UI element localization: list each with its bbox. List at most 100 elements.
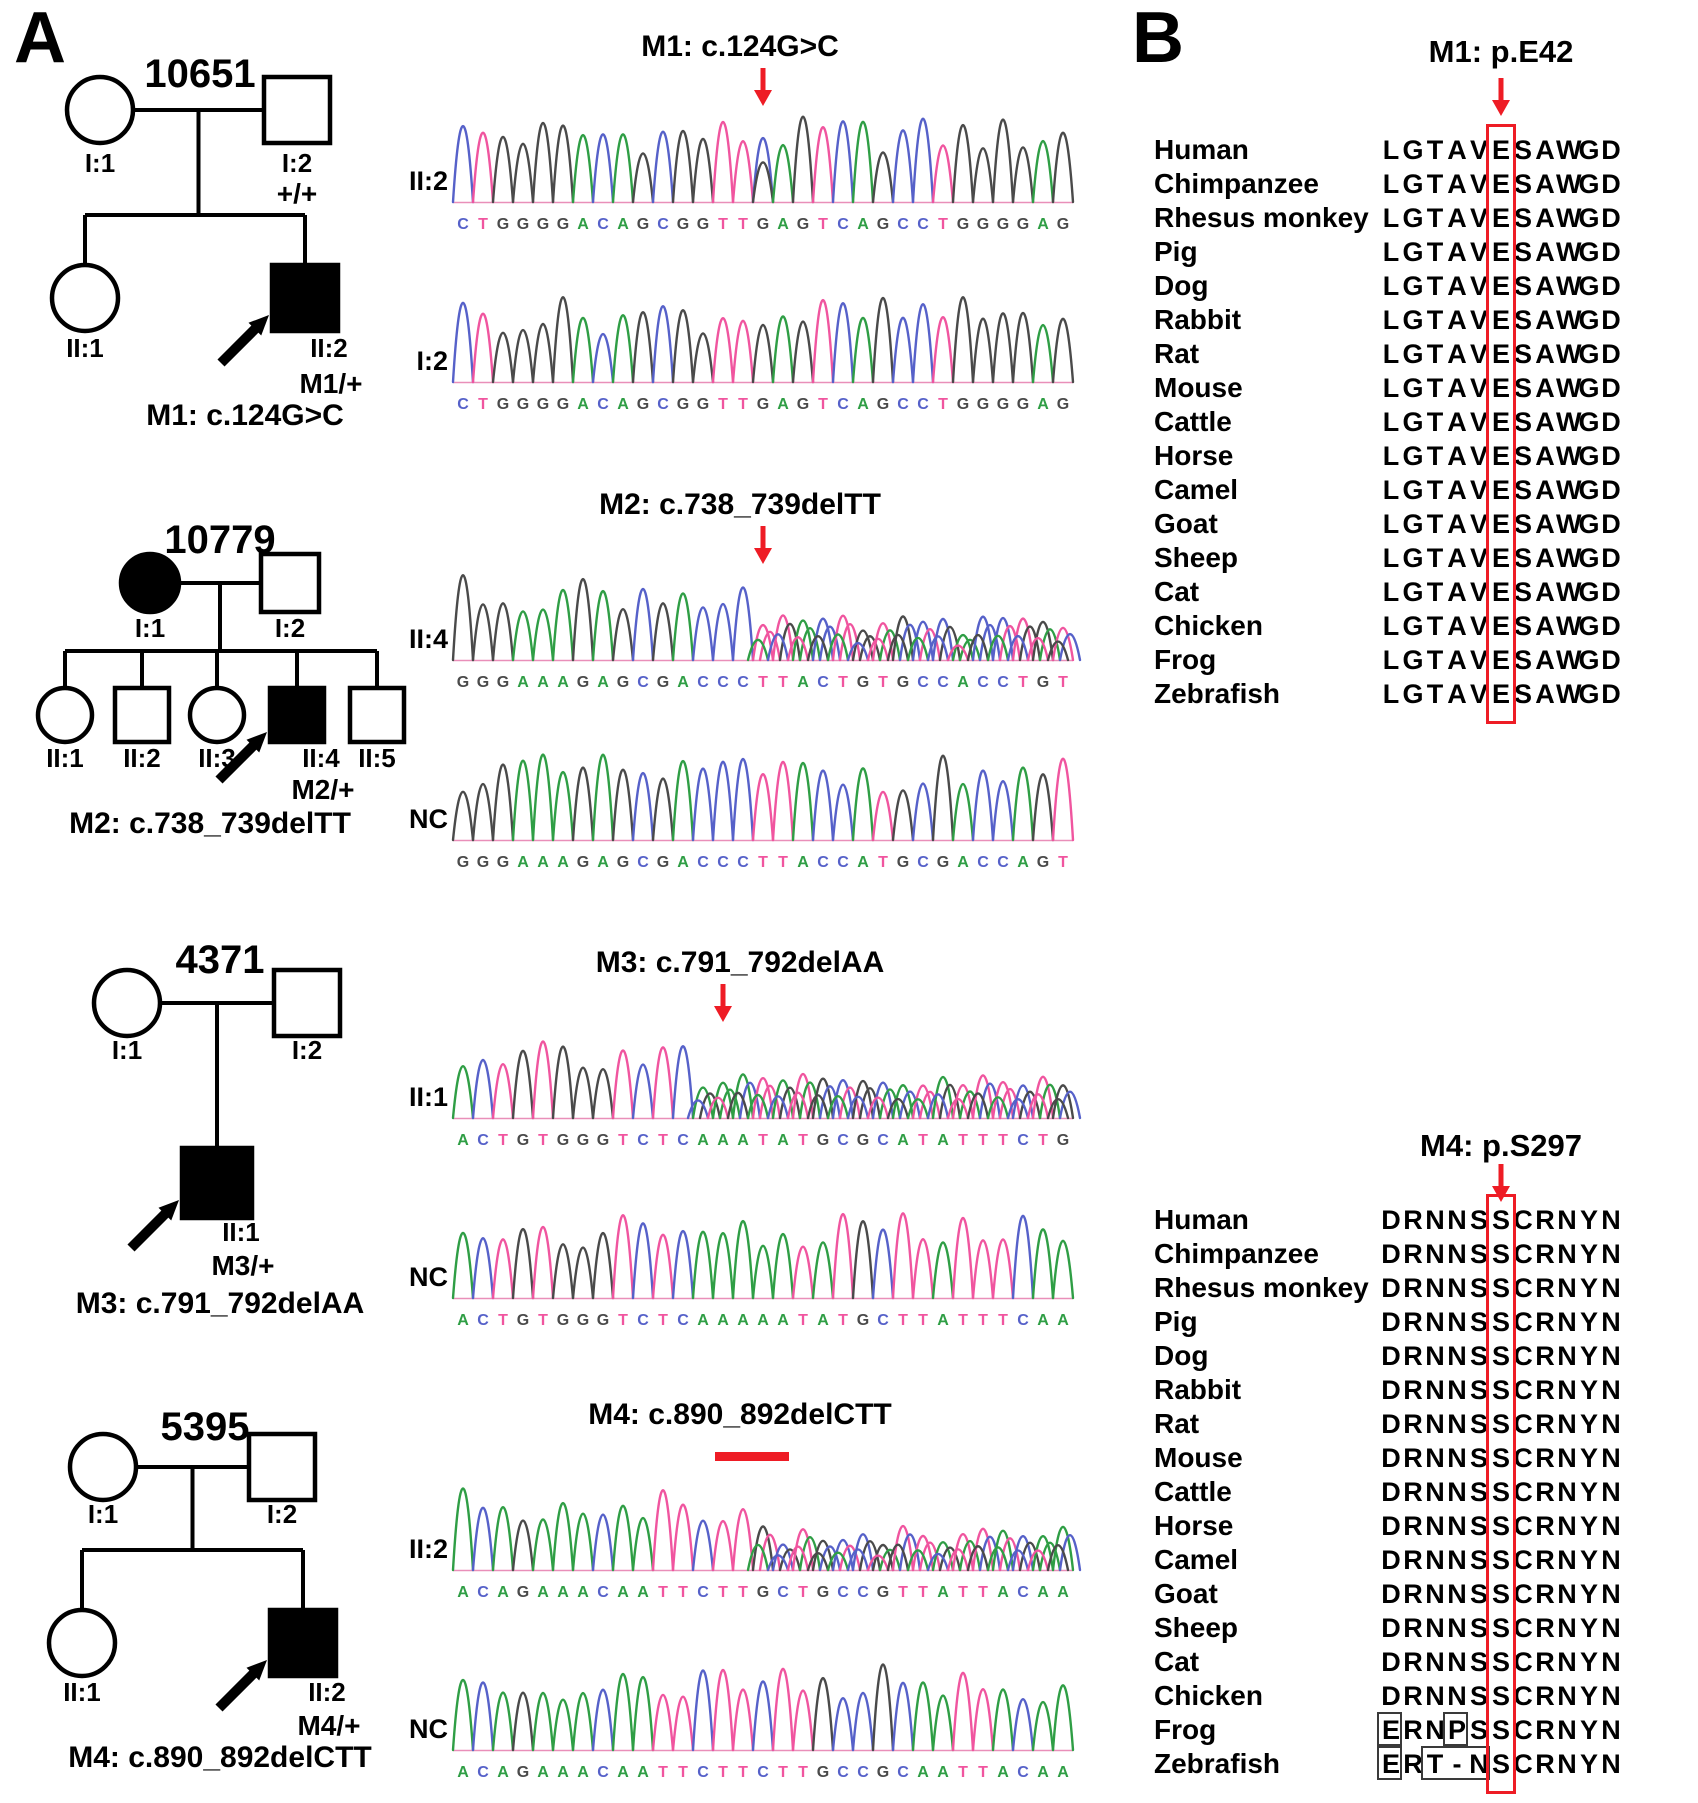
base-letter: C xyxy=(737,674,749,691)
base-letter: C xyxy=(777,1584,789,1601)
trace-peak xyxy=(551,124,575,204)
residue: W xyxy=(1556,271,1582,301)
residue: A xyxy=(1535,577,1555,607)
residue: S xyxy=(1469,1579,1488,1609)
residue: S xyxy=(1513,611,1532,641)
trace-peak xyxy=(911,1681,935,1752)
base-letter: C xyxy=(837,1132,849,1149)
residue: Y xyxy=(1579,1715,1598,1745)
residue: S xyxy=(1469,1545,1488,1575)
trace-peak xyxy=(811,126,835,204)
trace-peak xyxy=(591,332,615,384)
residue: V xyxy=(1469,441,1488,471)
residue: N xyxy=(1601,1375,1621,1405)
trace-peak xyxy=(778,1548,802,1572)
trace-peak xyxy=(698,1092,722,1120)
residue: Y xyxy=(1579,1341,1598,1371)
trace-peak xyxy=(771,1667,795,1752)
base-letter: C xyxy=(657,216,669,233)
residue: N xyxy=(1601,1443,1621,1473)
base-letter: T xyxy=(878,674,888,691)
residue: E xyxy=(1491,169,1510,199)
residue: S xyxy=(1469,1715,1488,1745)
base-letter: A xyxy=(937,1584,949,1601)
residue: Y xyxy=(1579,1273,1598,1303)
residue: C xyxy=(1513,1477,1533,1507)
member-label: I:1 xyxy=(88,1499,118,1529)
residue: A xyxy=(1535,441,1555,471)
residue: S xyxy=(1491,1341,1510,1371)
residue: G xyxy=(1402,645,1424,675)
trace-peak xyxy=(1058,1090,1082,1120)
base-letter: C xyxy=(917,854,929,871)
residue: D xyxy=(1601,645,1621,675)
difference-outline-box xyxy=(1443,1712,1468,1746)
residue: S xyxy=(1491,1681,1510,1711)
base-letter: G xyxy=(556,216,570,233)
base-letter: A xyxy=(1037,216,1049,233)
base-letter: C xyxy=(1017,1584,1029,1601)
residue: G xyxy=(1402,679,1424,709)
pedigree-symbol-I:1 xyxy=(67,1431,139,1503)
trace-peak xyxy=(611,1213,635,1300)
base-letter: A xyxy=(1057,1584,1069,1601)
base-letter: C xyxy=(677,1312,689,1329)
base-letter: T xyxy=(778,1764,788,1781)
residue: T xyxy=(1426,679,1444,709)
trace-peak xyxy=(811,298,835,384)
trace-peak xyxy=(651,777,675,842)
residue: R xyxy=(1535,1613,1555,1643)
residue: V xyxy=(1469,645,1488,675)
trace-peak xyxy=(731,586,755,662)
base-letter: A xyxy=(1037,1764,1049,1781)
base-letter: C xyxy=(857,1584,869,1601)
base-letter: T xyxy=(758,854,768,871)
residue: N xyxy=(1601,1273,1621,1303)
base-letter: G xyxy=(616,854,630,871)
base-letter: A xyxy=(1057,1764,1069,1781)
trace-peak xyxy=(671,1045,695,1120)
residue: C xyxy=(1513,1613,1533,1643)
base-letter: C xyxy=(1017,1312,1029,1329)
trace-peak xyxy=(798,1081,822,1120)
pedigree-10651: 10651 I:1 I:2+/+ II:1 II:2 M1/+M1: c.124G>C xyxy=(49,52,363,432)
residue: Y xyxy=(1579,1579,1598,1609)
residue: W xyxy=(1556,169,1582,199)
trace-peak xyxy=(571,133,595,204)
base-letter: G xyxy=(996,216,1010,233)
trace-peak xyxy=(531,1040,555,1120)
residue: R xyxy=(1535,1545,1555,1575)
trace-peak xyxy=(871,1081,895,1120)
base-letter: A xyxy=(457,1132,469,1149)
base-letter: C xyxy=(1017,1764,1029,1781)
member-genotype: M3/+ xyxy=(211,1250,274,1281)
residue: T xyxy=(1426,169,1444,199)
residue: N xyxy=(1425,1443,1445,1473)
residue: N xyxy=(1557,1341,1577,1371)
base-letter: A xyxy=(537,1764,549,1781)
species-label: Dog xyxy=(1154,270,1209,301)
base-letter: T xyxy=(778,854,788,871)
residue: R xyxy=(1403,1715,1423,1745)
residue: R xyxy=(1403,1681,1423,1711)
trace-peak xyxy=(931,1241,955,1300)
species-label: Mouse xyxy=(1154,372,1243,403)
trace-peak xyxy=(1026,1093,1050,1120)
trace-peak xyxy=(931,316,955,384)
residue: N xyxy=(1557,1749,1577,1779)
trace-peak xyxy=(631,152,655,204)
trace-peak xyxy=(991,1238,1015,1300)
base-letter: C xyxy=(697,1764,709,1781)
species-label: Camel xyxy=(1154,474,1239,505)
residue: N xyxy=(1447,1477,1467,1507)
residue: N xyxy=(1447,1409,1467,1439)
base-letter: T xyxy=(958,1764,968,1781)
base-letter: C xyxy=(817,854,829,871)
trace-peak xyxy=(886,1097,910,1120)
trace-peak xyxy=(631,1063,655,1120)
residue: N xyxy=(1425,1477,1445,1507)
